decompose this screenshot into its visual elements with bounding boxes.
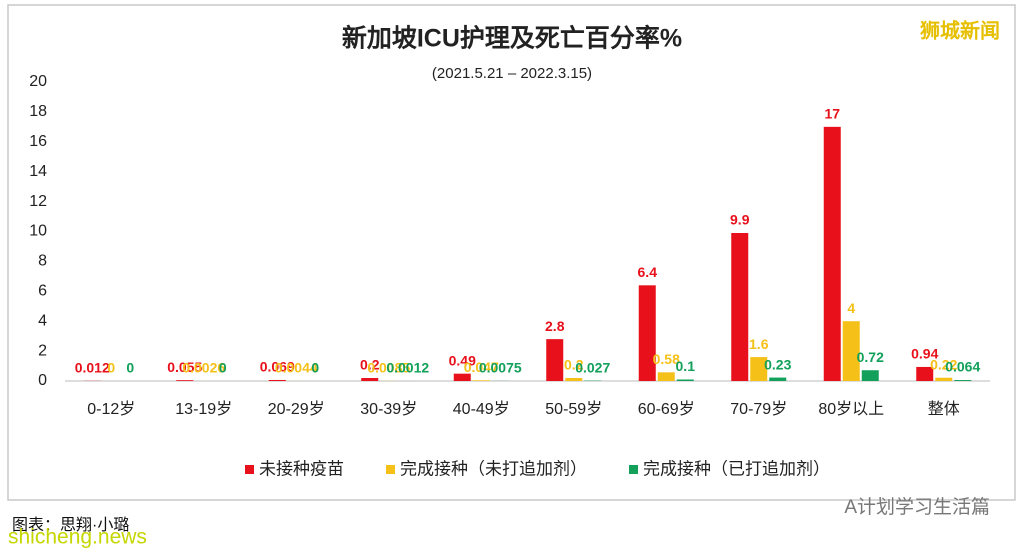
data-label: 0.0085 <box>367 360 410 376</box>
x-tick-label: 20-29岁 <box>268 400 325 418</box>
bar <box>954 380 972 381</box>
legend-label: 完成接种（未打追加剂） <box>400 459 587 478</box>
bar <box>750 357 768 381</box>
source-note: 图表：思翔·小璐 <box>12 516 129 534</box>
x-tick-label: 13-19岁 <box>175 400 232 418</box>
data-label: 0.069 <box>260 359 295 375</box>
bar <box>916 366 934 381</box>
data-label: 17 <box>824 106 840 122</box>
y-tick-label: 18 <box>29 103 47 120</box>
data-label: 2.8 <box>545 318 565 334</box>
y-tick-label: 20 <box>29 73 47 90</box>
data-label: 0 <box>219 360 227 376</box>
data-label: 4 <box>847 300 855 316</box>
bar <box>565 378 583 381</box>
data-label: 0 <box>107 360 115 376</box>
watermark: A计划学习生活篇 <box>844 496 990 518</box>
bar <box>823 126 841 381</box>
data-label: 0.047 <box>464 359 499 375</box>
y-tick-label: 14 <box>29 163 47 180</box>
x-tick-label: 40-49岁 <box>453 400 510 418</box>
bar <box>638 285 656 381</box>
bar <box>546 339 564 381</box>
data-label: 9.9 <box>730 212 750 228</box>
x-tick-label: 整体 <box>928 400 960 418</box>
bar <box>453 373 471 381</box>
bar <box>676 379 694 381</box>
data-label: 0 <box>311 360 319 376</box>
data-label: 1.6 <box>749 336 769 352</box>
watermark: 狮城新闻 <box>920 18 1000 42</box>
x-tick-label: 80岁以上 <box>818 400 884 418</box>
bar <box>472 380 490 381</box>
x-tick-label: 0-12岁 <box>87 400 135 418</box>
legend-label: 完成接种（已打追加剂） <box>643 459 830 478</box>
bar <box>769 377 787 381</box>
chart-title: 新加坡ICU护理及死亡百分率% <box>342 24 682 53</box>
y-tick-label: 4 <box>38 312 47 329</box>
y-tick-label: 12 <box>29 193 47 210</box>
x-tick-label: 50-59岁 <box>545 400 602 418</box>
x-tick-label: 70-79岁 <box>730 400 787 418</box>
x-tick-label: 30-39岁 <box>360 400 417 418</box>
data-label: 0.027 <box>575 359 610 375</box>
y-tick-label: 16 <box>29 133 47 150</box>
data-label: 0.2 <box>564 357 584 373</box>
legend-swatch <box>629 465 638 474</box>
y-tick-label: 6 <box>38 283 47 300</box>
bar <box>731 232 749 381</box>
bar <box>935 377 953 381</box>
data-label: 0.49 <box>449 352 476 368</box>
bar <box>861 370 879 381</box>
chart-subtitle: (2021.5.21 – 2022.3.15) <box>432 65 592 82</box>
bar <box>657 372 675 381</box>
data-label: 0.2 <box>360 357 380 373</box>
legend-swatch <box>386 465 395 474</box>
data-label: 0.012 <box>75 360 110 376</box>
x-tick-label: 60-69岁 <box>638 400 695 418</box>
watermark: shicheng.news <box>8 526 147 549</box>
data-label: 0.0075 <box>479 360 522 376</box>
data-label: 0.58 <box>653 351 680 367</box>
data-label: 0.94 <box>911 346 938 362</box>
data-label: 0.72 <box>857 349 884 365</box>
y-tick-label: 8 <box>38 253 47 270</box>
data-label: 0.1 <box>676 358 696 374</box>
y-tick-label: 0 <box>38 372 47 389</box>
data-label: 0.055 <box>167 359 202 375</box>
bar <box>268 379 286 381</box>
bar <box>176 380 194 381</box>
data-label: 0.0026 <box>182 360 225 376</box>
bar <box>361 378 379 381</box>
data-label: 0.0044 <box>275 360 318 376</box>
legend-swatch <box>245 465 254 474</box>
data-label: 0.0012 <box>386 360 429 376</box>
legend-label: 未接种疫苗 <box>259 459 344 478</box>
data-label: 0.23 <box>764 356 791 372</box>
bar <box>842 321 860 381</box>
chart-frame <box>7 4 1016 501</box>
data-label: 0.064 <box>945 359 980 375</box>
data-label: 0 <box>126 360 134 376</box>
data-label: 0.22 <box>930 356 957 372</box>
y-tick-label: 2 <box>38 342 47 359</box>
y-tick-label: 10 <box>29 223 47 240</box>
data-label: 6.4 <box>638 264 658 280</box>
